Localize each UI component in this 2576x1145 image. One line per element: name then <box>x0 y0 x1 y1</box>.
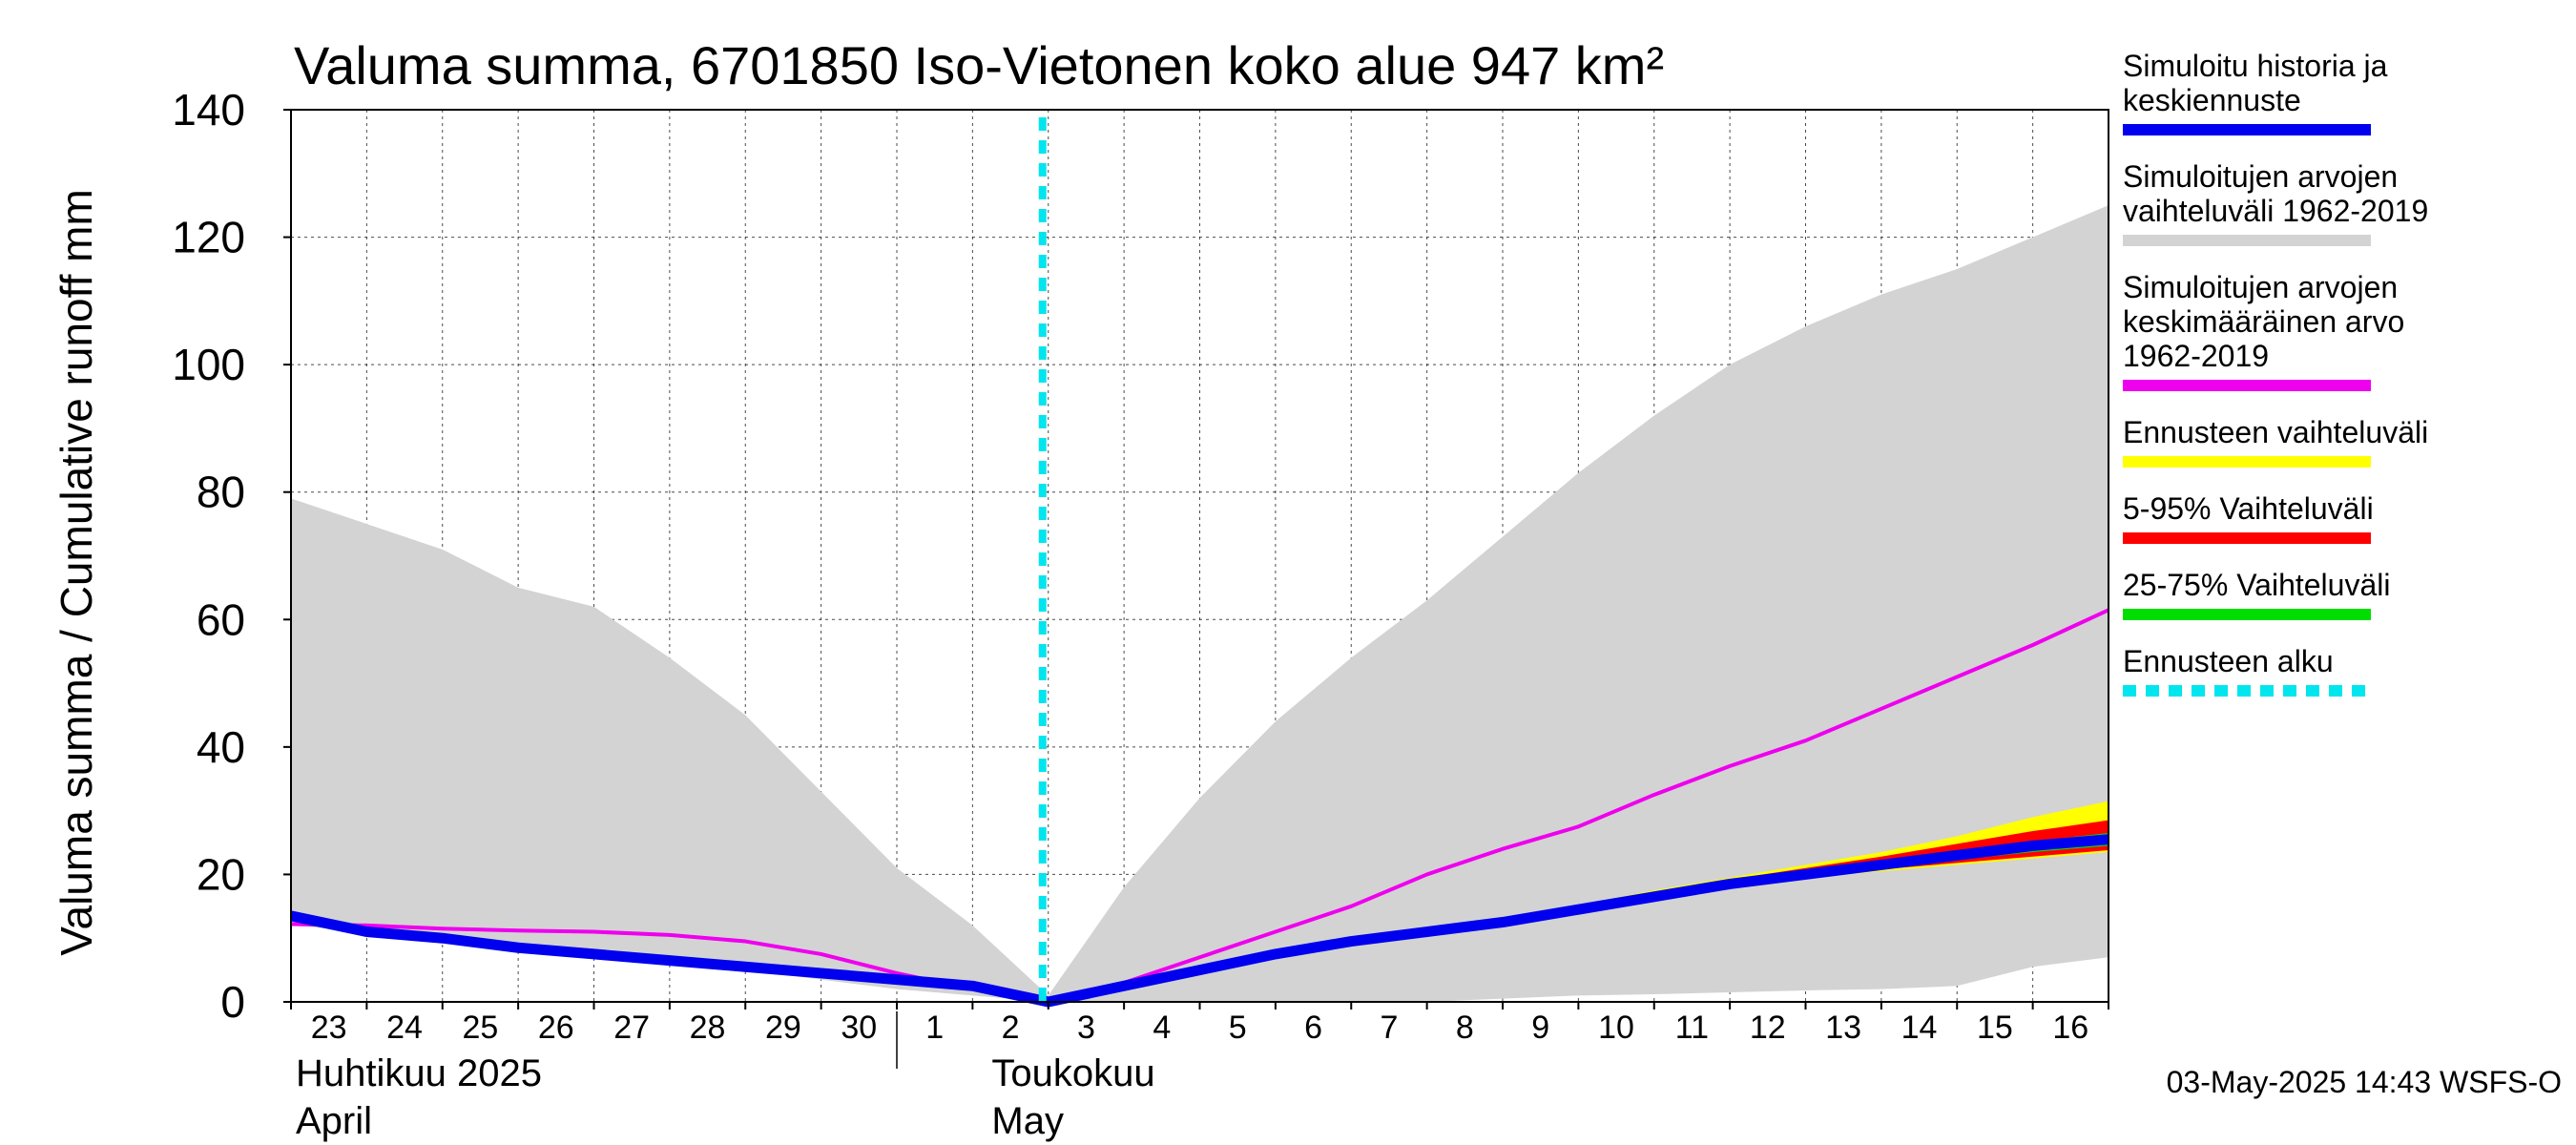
x-tick-label: 14 <box>1901 1010 1938 1046</box>
x-tick-label: 1 <box>925 1010 944 1046</box>
chart-title: Valuma summa, 6701850 Iso-Vietonen koko … <box>294 35 1664 95</box>
x-tick-label: 7 <box>1380 1010 1398 1046</box>
y-tick-label: 60 <box>197 594 245 644</box>
legend-label: 25-75% Vaihteluväli <box>2123 568 2390 602</box>
x-ticks: 23 24 25 26 27 28 29 30 1 2 3 4 5 6 7 8 9 10 11 12 13 14 15 16 <box>290 1002 2109 1046</box>
series-line-main-forecast <box>289 834 2109 1008</box>
timestamp-footer: 03-May-2025 14:43 WSFS-O <box>2167 1065 2562 1099</box>
series-lines <box>289 608 2109 1008</box>
legend-label: keskiennuste <box>2123 83 2301 117</box>
x-tick-label: 16 <box>2052 1010 2088 1046</box>
x-tick-label: 23 <box>311 1010 347 1046</box>
legend-label: Simuloitujen arvojen <box>2123 159 2398 194</box>
month-labels: Huhtikuu 2025 April Toukokuu May <box>296 1011 1155 1142</box>
band-simuloitujen-arvojen-vaihteluv-li-1962-2019 <box>291 205 2109 1002</box>
x-tick-label: 6 <box>1304 1010 1322 1046</box>
y-tick-label: 100 <box>172 340 245 389</box>
x-tick-label: 10 <box>1598 1010 1634 1046</box>
x-tick-label: 3 <box>1077 1010 1095 1046</box>
y-tick-label: 40 <box>197 722 245 772</box>
y-ticks: 0 20 40 60 80 100 120 140 <box>172 85 291 1027</box>
y-tick-label: 140 <box>172 85 245 135</box>
x-tick-label: 5 <box>1229 1010 1247 1046</box>
month-label-line1: Toukokuu <box>991 1052 1154 1094</box>
x-tick-label: 30 <box>841 1010 877 1046</box>
y-axis-label: Valuma summa / Cumulative runoff mm <box>52 189 101 956</box>
x-tick-label: 12 <box>1750 1010 1786 1046</box>
legend-label: vaihteluväli 1962-2019 <box>2123 194 2428 228</box>
x-tick-label: 28 <box>690 1010 726 1046</box>
x-tick-label: 11 <box>1675 1010 1709 1046</box>
legend-label: keskimääräinen arvo <box>2123 304 2404 339</box>
x-tick-label: 13 <box>1825 1010 1861 1046</box>
legend-label: Simuloitujen arvojen <box>2123 270 2398 304</box>
y-tick-label: 80 <box>197 468 245 517</box>
x-tick-label: 8 <box>1456 1010 1474 1046</box>
x-tick-label: 9 <box>1531 1010 1549 1046</box>
month-label-line2: April <box>296 1100 372 1142</box>
legend-label: Simuloitu historia ja <box>2123 49 2388 83</box>
month-label-line1: Huhtikuu 2025 <box>296 1052 542 1094</box>
x-tick-label: 29 <box>765 1010 801 1046</box>
x-tick-label: 15 <box>1977 1010 2013 1046</box>
x-tick-label: 4 <box>1153 1010 1171 1046</box>
legend-label: Ennusteen alku <box>2123 644 2334 678</box>
x-tick-label: 25 <box>463 1010 499 1046</box>
x-tick-label: 26 <box>538 1010 574 1046</box>
y-tick-label: 120 <box>172 213 245 262</box>
x-tick-label: 2 <box>1002 1010 1020 1046</box>
legend-label: 1962-2019 <box>2123 339 2269 373</box>
legend-label: Ennusteen vaihteluväli <box>2123 415 2428 449</box>
legend-label: 5-95% Vaihteluväli <box>2123 491 2374 526</box>
y-tick-label: 20 <box>197 849 245 899</box>
y-tick-label: 0 <box>220 977 245 1027</box>
month-label-line2: May <box>991 1100 1064 1142</box>
series-line-mean <box>290 608 2109 1003</box>
x-tick-label: 27 <box>613 1010 650 1046</box>
x-tick-label: 24 <box>386 1010 423 1046</box>
